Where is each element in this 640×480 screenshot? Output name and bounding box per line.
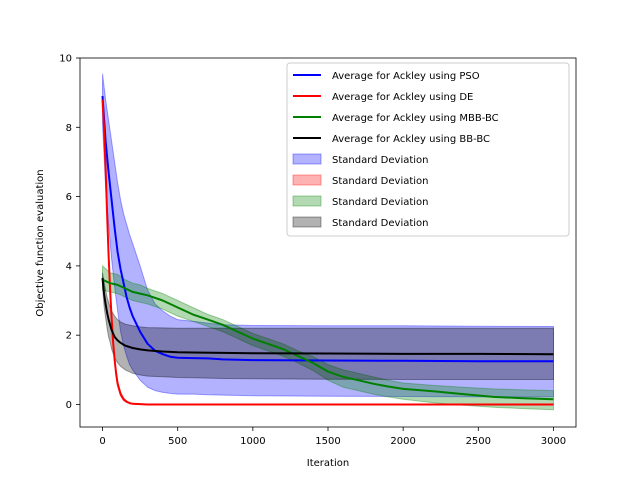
- legend-entry: Standard Deviation: [292, 153, 429, 166]
- legend-label: Average for Ackley using PSO: [332, 71, 480, 82]
- axes: 0 500 1000 1500 2000 2500 3000 0 2 4 6 8 10: [59, 54, 577, 447]
- legend-patch-swatch: [292, 216, 322, 228]
- series-line-bb-bc: [101, 277, 554, 356]
- series-lines: [101, 96, 554, 406]
- legend-box: [286, 62, 570, 237]
- x-tick-label: 0: [99, 436, 105, 447]
- legend-patch-swatch: [292, 195, 322, 207]
- y-tick-label: 4: [66, 261, 72, 272]
- legend-label: Average for Ackley using MBB-BC: [332, 113, 499, 124]
- y-tick-label: 10: [59, 54, 72, 65]
- legend-patch-swatch: [292, 153, 322, 165]
- series-line-de: [101, 99, 554, 406]
- legend-label: Standard Deviation: [332, 176, 429, 187]
- legend-patch-swatch: [292, 174, 322, 186]
- legend-entry: Standard Deviation: [292, 174, 429, 187]
- legend-entry: Average for Ackley using PSO: [293, 71, 480, 82]
- std-band-mbb-bc: [102, 264, 554, 411]
- x-tick-label: 1500: [315, 436, 340, 447]
- legend-label: Average for Ackley using DE: [332, 92, 473, 103]
- series-line-mbb-bc: [102, 278, 554, 401]
- x-tick-label: 2500: [466, 436, 491, 447]
- legend-entry: Average for Ackley using DE: [293, 92, 473, 103]
- x-tick-label: 1000: [240, 436, 265, 447]
- x-tick-label: 500: [168, 436, 187, 447]
- legend-label: Standard Deviation: [332, 197, 429, 208]
- y-axis-label: Objective function evaluation: [35, 169, 46, 316]
- legend-label: Standard Deviation: [332, 155, 429, 166]
- legend-entry: Standard Deviation: [292, 195, 429, 208]
- y-tick-label: 2: [66, 331, 72, 342]
- legend-label: Standard Deviation: [332, 218, 429, 229]
- y-tick-label: 6: [66, 192, 72, 203]
- y-tick-label: 0: [66, 400, 72, 411]
- legend: Average for Ackley using PSO Average for …: [286, 62, 570, 237]
- y-tick-label: 8: [66, 123, 72, 134]
- legend-label: Average for Ackley using BB-BC: [332, 134, 490, 145]
- legend-entry: Average for Ackley using MBB-BC: [293, 113, 499, 124]
- legend-entry: Standard Deviation: [292, 216, 429, 229]
- std-band-pso: [102, 73, 554, 398]
- legend-entry: Average for Ackley using BB-BC: [293, 134, 490, 145]
- x-tick-label: 3000: [541, 436, 566, 447]
- x-axis-label: Iteration: [307, 458, 349, 469]
- series-line-pso: [101, 96, 554, 363]
- x-tick-label: 2000: [390, 436, 415, 447]
